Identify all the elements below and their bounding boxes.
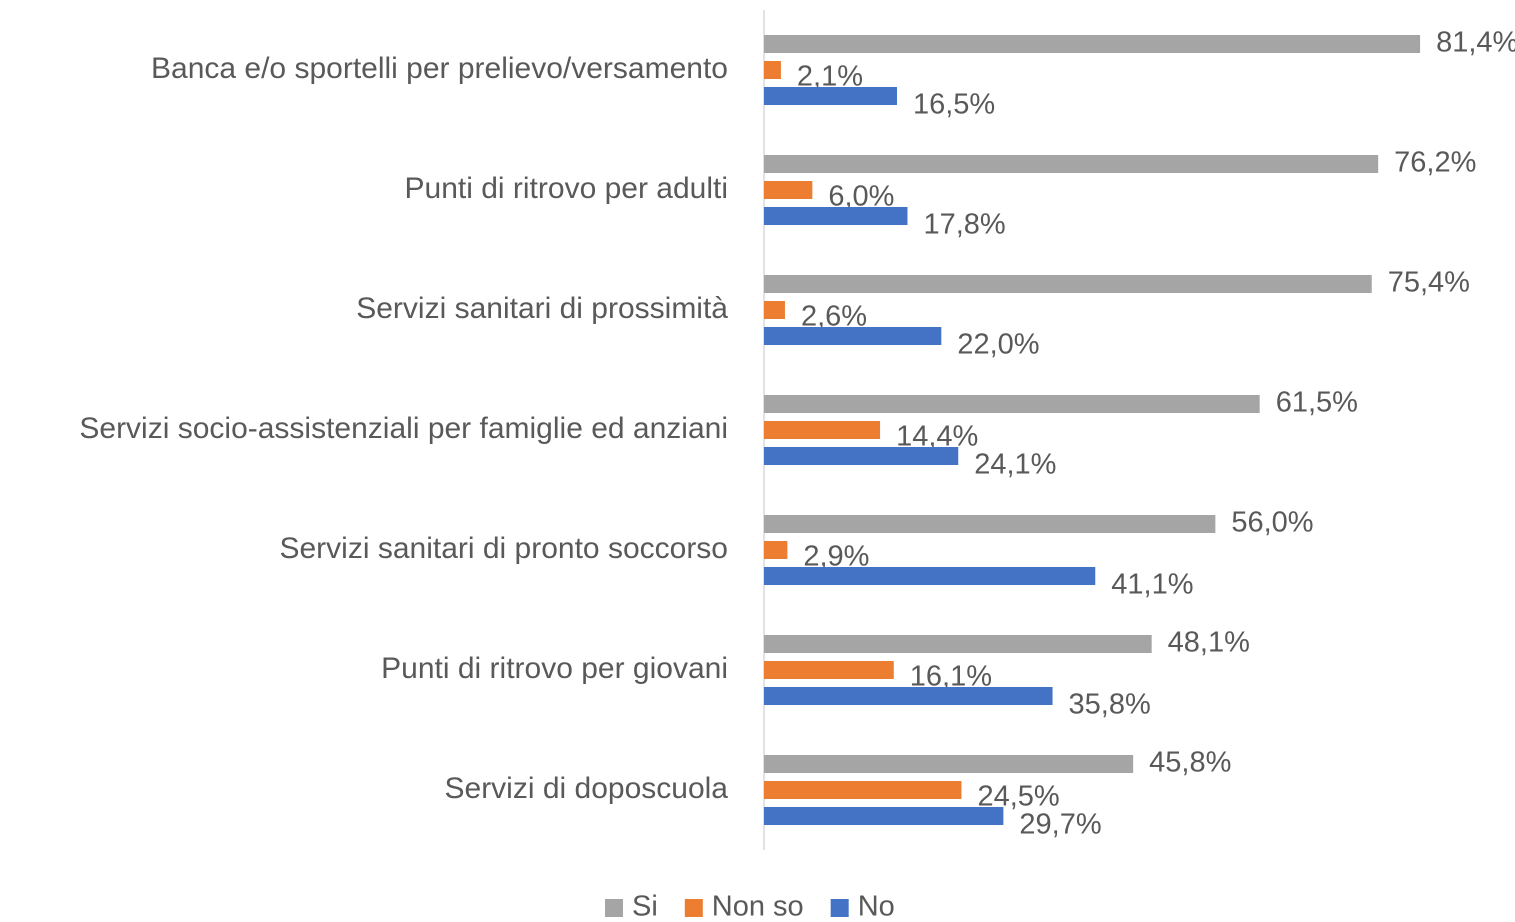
bar bbox=[764, 661, 894, 679]
data-label: 17,8% bbox=[923, 209, 1005, 241]
data-label: 76,2% bbox=[1394, 147, 1476, 179]
data-label: 29,7% bbox=[1019, 809, 1101, 841]
bar bbox=[764, 567, 1096, 585]
category-label: Servizi sanitari di prossimità bbox=[356, 292, 728, 325]
category-label: Servizi socio-assistenziali per famiglie… bbox=[79, 412, 728, 445]
bar bbox=[764, 87, 897, 105]
bar bbox=[764, 61, 781, 79]
legend-swatch bbox=[830, 899, 849, 917]
data-label: 56,0% bbox=[1231, 507, 1313, 539]
data-label: 61,5% bbox=[1276, 387, 1358, 419]
data-label: 24,1% bbox=[974, 449, 1056, 481]
data-label: 81,4% bbox=[1436, 27, 1515, 59]
data-label: 35,8% bbox=[1069, 689, 1151, 721]
data-label: 75,4% bbox=[1388, 267, 1470, 299]
category-label: Servizi di doposcuola bbox=[445, 772, 729, 805]
category-label: Banca e/o sportelli per prelievo/versame… bbox=[151, 52, 728, 85]
legend-label: Non so bbox=[712, 891, 804, 922]
legend-swatch bbox=[605, 899, 623, 917]
legend-label: No bbox=[858, 891, 895, 922]
category-label: Punti di ritrovo per adulti bbox=[405, 172, 729, 205]
data-label: 48,1% bbox=[1168, 627, 1250, 659]
bar bbox=[764, 395, 1260, 413]
data-label: 22,0% bbox=[957, 329, 1039, 361]
legend-label: Si bbox=[632, 891, 658, 922]
bar bbox=[764, 687, 1053, 705]
bar bbox=[764, 301, 785, 319]
bar bbox=[764, 421, 881, 439]
legend-swatch bbox=[684, 899, 703, 917]
bar bbox=[764, 635, 1152, 653]
category-label: Servizi sanitari di pronto soccorso bbox=[279, 532, 728, 565]
data-label: 41,1% bbox=[1111, 569, 1193, 601]
bar bbox=[764, 327, 942, 345]
bar bbox=[764, 447, 959, 465]
bar bbox=[764, 781, 962, 799]
bar bbox=[764, 207, 908, 225]
bar bbox=[764, 181, 813, 199]
category-label: Punti di ritrovo per giovani bbox=[381, 652, 728, 685]
bar bbox=[764, 807, 1004, 825]
bar bbox=[764, 515, 1216, 533]
data-label: 45,8% bbox=[1149, 747, 1231, 779]
bar bbox=[764, 155, 1379, 173]
data-label: 16,5% bbox=[913, 89, 995, 121]
bar bbox=[764, 35, 1421, 53]
bar bbox=[764, 541, 788, 559]
bar bbox=[764, 275, 1372, 293]
bar bbox=[764, 755, 1134, 773]
